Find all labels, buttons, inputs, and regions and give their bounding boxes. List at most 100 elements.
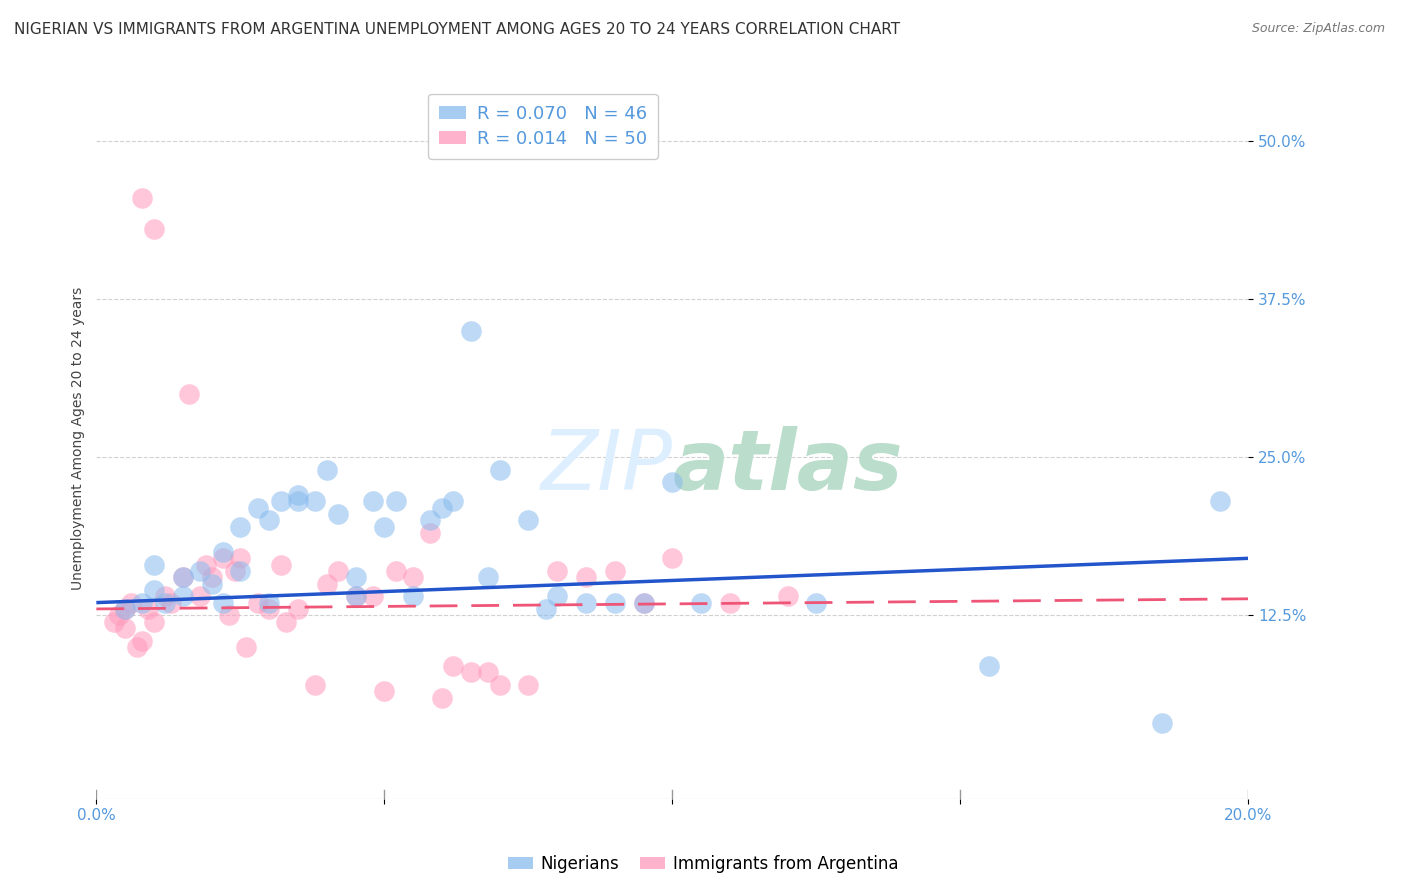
Point xyxy=(517,513,540,527)
Point xyxy=(344,589,367,603)
Point xyxy=(218,608,240,623)
Point xyxy=(633,596,655,610)
Point xyxy=(806,596,828,610)
Point xyxy=(633,596,655,610)
Point xyxy=(603,564,626,578)
Point xyxy=(224,564,246,578)
Point xyxy=(534,602,557,616)
Point xyxy=(402,589,425,603)
Point xyxy=(373,519,395,533)
Legend: R = 0.070   N = 46, R = 0.014   N = 50: R = 0.070 N = 46, R = 0.014 N = 50 xyxy=(427,94,658,159)
Point xyxy=(229,564,252,578)
Point xyxy=(361,589,384,603)
Point xyxy=(114,602,136,616)
Point xyxy=(257,602,280,616)
Point xyxy=(373,684,395,698)
Point xyxy=(131,191,153,205)
Point xyxy=(229,519,252,533)
Point xyxy=(304,678,326,692)
Point xyxy=(661,551,683,566)
Point xyxy=(131,596,153,610)
Point xyxy=(160,596,183,610)
Point xyxy=(443,494,465,508)
Point xyxy=(114,621,136,635)
Point xyxy=(188,589,211,603)
Point xyxy=(200,576,222,591)
Point xyxy=(172,589,194,603)
Point xyxy=(246,500,269,515)
Point xyxy=(1150,715,1173,730)
Point xyxy=(546,564,568,578)
Point xyxy=(177,386,200,401)
Point xyxy=(172,570,194,584)
Point xyxy=(488,463,510,477)
Point xyxy=(257,513,280,527)
Point xyxy=(477,665,499,680)
Point xyxy=(125,640,148,654)
Point xyxy=(546,589,568,603)
Point xyxy=(103,615,125,629)
Point xyxy=(188,564,211,578)
Point xyxy=(142,222,165,236)
Point xyxy=(690,596,713,610)
Point xyxy=(287,602,309,616)
Point xyxy=(200,570,222,584)
Point xyxy=(194,558,217,572)
Point xyxy=(212,545,235,559)
Point xyxy=(603,596,626,610)
Point xyxy=(402,570,425,584)
Legend: Nigerians, Immigrants from Argentina: Nigerians, Immigrants from Argentina xyxy=(501,848,905,880)
Point xyxy=(246,596,269,610)
Point xyxy=(385,564,408,578)
Point xyxy=(155,596,177,610)
Point xyxy=(235,640,257,654)
Point xyxy=(361,494,384,508)
Point xyxy=(315,463,337,477)
Point xyxy=(385,494,408,508)
Point xyxy=(114,602,136,616)
Point xyxy=(328,507,350,521)
Point xyxy=(276,615,298,629)
Point xyxy=(142,582,165,597)
Point xyxy=(212,596,235,610)
Point xyxy=(172,570,194,584)
Point xyxy=(212,551,235,566)
Point xyxy=(488,678,510,692)
Point xyxy=(328,564,350,578)
Point xyxy=(443,659,465,673)
Point xyxy=(460,324,482,338)
Point xyxy=(270,558,292,572)
Point xyxy=(257,596,280,610)
Point xyxy=(718,596,741,610)
Text: NIGERIAN VS IMMIGRANTS FROM ARGENTINA UNEMPLOYMENT AMONG AGES 20 TO 24 YEARS COR: NIGERIAN VS IMMIGRANTS FROM ARGENTINA UN… xyxy=(14,22,900,37)
Point xyxy=(1208,494,1230,508)
Point xyxy=(979,659,1001,673)
Point xyxy=(776,589,799,603)
Point xyxy=(344,570,367,584)
Y-axis label: Unemployment Among Ages 20 to 24 years: Unemployment Among Ages 20 to 24 years xyxy=(72,286,86,590)
Point xyxy=(517,678,540,692)
Point xyxy=(575,570,598,584)
Point xyxy=(430,690,453,705)
Point xyxy=(477,570,499,584)
Point xyxy=(142,558,165,572)
Point xyxy=(142,615,165,629)
Point xyxy=(344,589,367,603)
Point xyxy=(419,526,441,541)
Point xyxy=(460,665,482,680)
Point xyxy=(229,551,252,566)
Point xyxy=(136,602,159,616)
Point xyxy=(287,494,309,508)
Point xyxy=(131,633,153,648)
Point xyxy=(270,494,292,508)
Point xyxy=(315,576,337,591)
Point xyxy=(661,475,683,490)
Point xyxy=(430,500,453,515)
Point xyxy=(287,488,309,502)
Point xyxy=(108,608,131,623)
Text: atlas: atlas xyxy=(672,426,903,508)
Point xyxy=(575,596,598,610)
Point xyxy=(304,494,326,508)
Point xyxy=(155,589,177,603)
Text: ZIP: ZIP xyxy=(540,426,672,508)
